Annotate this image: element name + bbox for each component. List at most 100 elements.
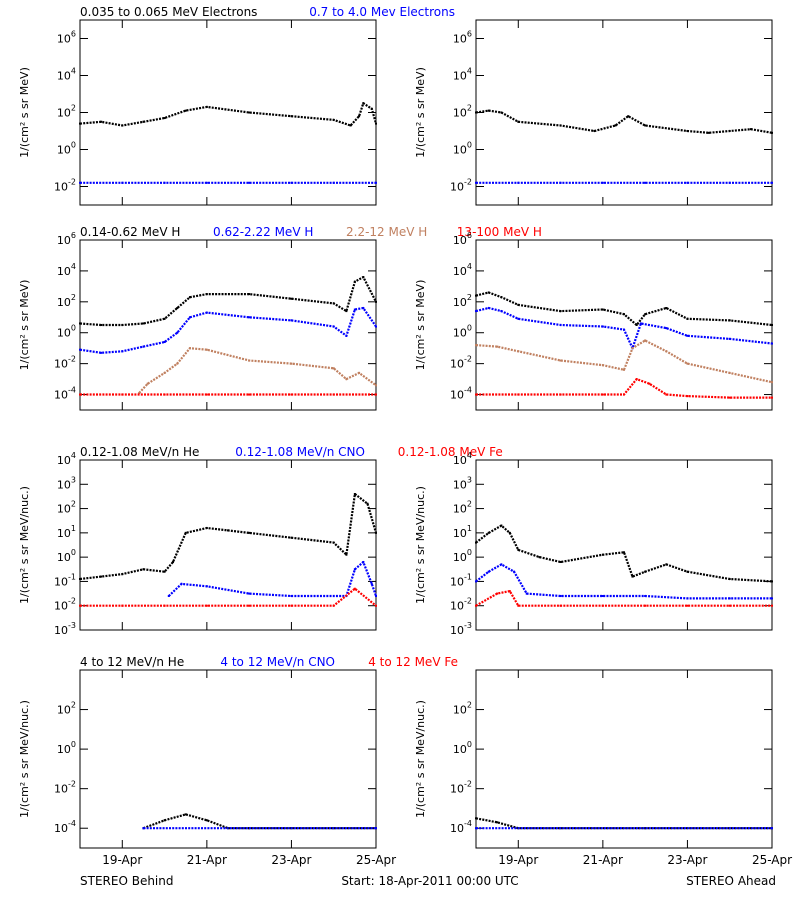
- y-tick-exponent: 4: [467, 451, 472, 460]
- y-tick-exponent: 2: [467, 500, 472, 509]
- flux-point: [517, 120, 520, 123]
- flux-point: [375, 384, 377, 387]
- flux-point: [248, 181, 251, 184]
- flux-point: [290, 319, 293, 322]
- flux-point: [644, 595, 647, 597]
- y-tick-label: 100: [453, 548, 472, 564]
- flux-point: [375, 122, 377, 125]
- flux-point: [665, 307, 668, 309]
- y-tick-exponent: 6: [71, 30, 76, 39]
- flux-point: [163, 604, 166, 607]
- flux-point: [142, 568, 145, 571]
- flux-point: [362, 561, 365, 563]
- flux-point: [496, 592, 499, 595]
- flux-point: [205, 527, 208, 529]
- flux-point: [665, 563, 668, 566]
- flux-point: [138, 392, 141, 394]
- flux-point: [665, 350, 668, 353]
- flux-point: [601, 595, 604, 597]
- flux-point: [184, 531, 187, 534]
- flux-point: [771, 604, 773, 607]
- flux-point: [358, 115, 361, 118]
- panel-frame-ahead: [475, 19, 773, 206]
- legend-entry: 0.62-2.22 MeV H: [213, 225, 313, 239]
- flux-point: [508, 590, 511, 593]
- flux-point: [559, 604, 562, 607]
- flux-point: [475, 393, 477, 396]
- y-tick-label: 10-4: [54, 386, 76, 402]
- flux-point: [686, 181, 689, 184]
- y-tick-exponent: 0: [71, 548, 76, 557]
- y-tick-label: 10-2: [54, 597, 76, 613]
- flux-point: [227, 529, 229, 532]
- flux-point: [375, 181, 377, 184]
- y-tick-label: 10-2: [450, 355, 472, 371]
- flux-point: [290, 393, 293, 396]
- flux-point: [593, 130, 596, 132]
- flux-point: [163, 181, 166, 184]
- flux-point: [375, 393, 377, 396]
- flux-point: [559, 359, 562, 362]
- flux-point: [290, 297, 293, 300]
- flux-point: [362, 307, 365, 309]
- flux-point: [559, 124, 562, 127]
- flux-point: [205, 393, 208, 396]
- y-tick-label: 10-2: [54, 780, 76, 796]
- flux-point: [614, 124, 617, 127]
- flux-point: [728, 578, 731, 580]
- legend-entry: 13-100 MeV H: [457, 225, 542, 239]
- flux-point: [290, 536, 293, 539]
- flux-point: [559, 561, 562, 563]
- flux-point: [205, 105, 208, 108]
- y-tick-label: 100: [57, 141, 76, 157]
- flux-point: [79, 578, 81, 580]
- y-tick-exponent: -2: [464, 178, 472, 187]
- panel-frame-behind: [79, 19, 377, 206]
- y-tick-exponent: -2: [464, 597, 472, 606]
- flux-point: [475, 580, 477, 583]
- flux-point: [332, 118, 335, 121]
- flux-point: [100, 575, 103, 578]
- y-tick-label: 10-4: [450, 386, 472, 402]
- y-tick-exponent: 4: [467, 262, 472, 271]
- flux-point: [487, 570, 490, 573]
- flux-point: [728, 130, 731, 132]
- panel-frame-ahead: [475, 239, 773, 411]
- flux-point: [500, 310, 503, 313]
- y-tick-exponent: 6: [467, 231, 472, 240]
- y-tick-exponent: 3: [467, 475, 472, 484]
- flux-point: [623, 551, 625, 554]
- y-tick-label: 10-2: [450, 597, 472, 613]
- flux-point: [290, 362, 293, 365]
- flux-point: [248, 359, 251, 362]
- flux-point: [475, 111, 477, 114]
- y-tick-label: 102: [57, 500, 76, 516]
- flux-point: [79, 322, 81, 325]
- flux-point: [345, 553, 348, 556]
- flux-point: [771, 597, 773, 600]
- y-tick-exponent: -4: [464, 386, 472, 395]
- flux-point: [205, 311, 208, 314]
- flux-point: [366, 502, 369, 505]
- y-tick-label: 106: [57, 231, 76, 247]
- y-axis-label: 1/(cm² s sr MeV/nuc.): [18, 700, 31, 818]
- flux-point: [163, 317, 166, 320]
- panels-layer: 0.035 to 0.065 MeV Electrons 0.7 to 4.0 M…: [18, 5, 792, 867]
- flux-point: [375, 300, 377, 303]
- y-axis-label: 1/(cm² s sr MeV/nuc.): [414, 700, 427, 818]
- flux-point: [728, 181, 731, 184]
- flux-point: [100, 324, 103, 326]
- flux-point: [353, 587, 356, 590]
- y-tick-label: 106: [453, 30, 472, 46]
- flux-point: [332, 541, 335, 544]
- flux-point: [623, 393, 625, 396]
- y-tick-label: 10-3: [450, 621, 472, 637]
- flux-point: [248, 316, 251, 319]
- y-axis-label: 1/(cm² s sr MeV): [18, 67, 31, 158]
- y-tick-exponent: 3: [71, 475, 76, 484]
- y-tick-exponent: -4: [68, 386, 76, 395]
- flux-point: [205, 293, 208, 296]
- flux-point: [487, 307, 490, 309]
- flux-point: [686, 130, 689, 132]
